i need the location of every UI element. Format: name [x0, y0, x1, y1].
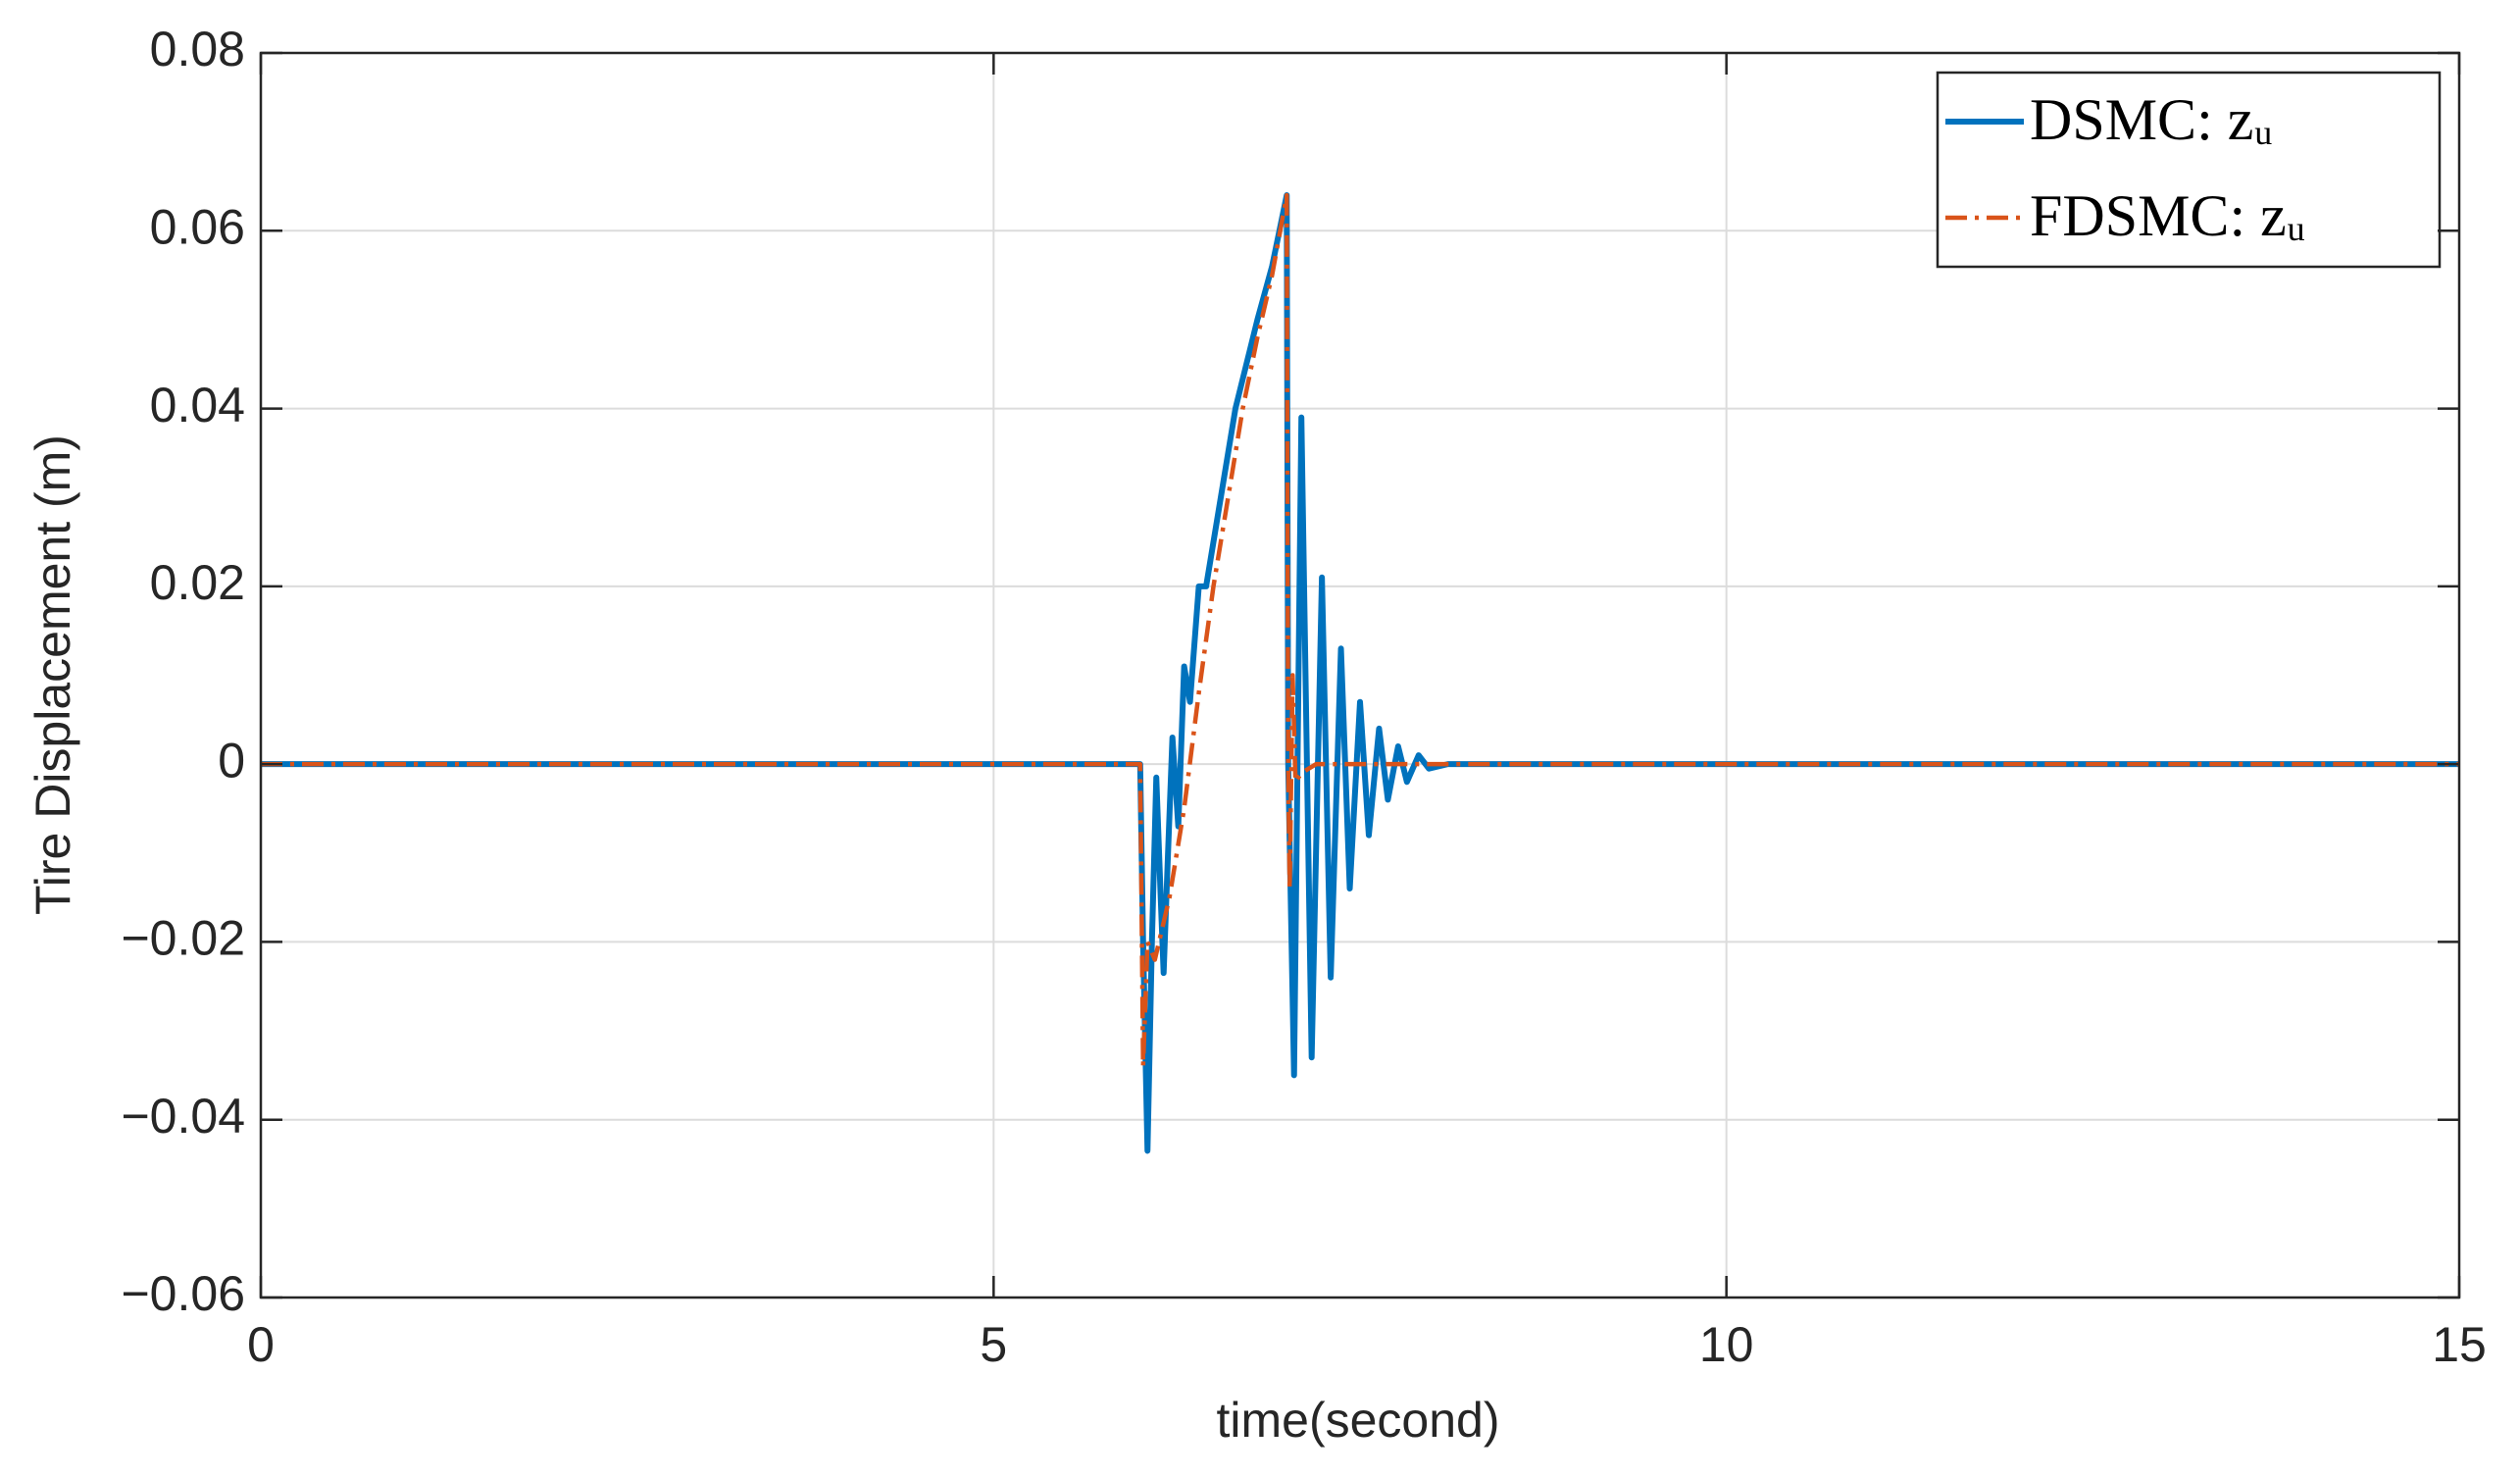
legend-label: DSMC: zᵤ	[2030, 87, 2273, 152]
y-tick-label: 0	[218, 733, 245, 788]
legend-box	[1936, 71, 2442, 269]
x-axis-label: time(second)	[1217, 1393, 1500, 1448]
y-tick-label: 0.02	[150, 555, 245, 610]
y-tick-label: 0.08	[150, 22, 245, 76]
x-tick-label: 5	[980, 1317, 1007, 1372]
y-tick-label: −0.04	[121, 1089, 245, 1144]
x-tick-label: 15	[2432, 1317, 2487, 1372]
legend-label: FDSMC: zᵤ	[2030, 183, 2305, 248]
y-tick-label: −0.02	[121, 911, 245, 966]
y-tick-label: 0.04	[150, 378, 245, 433]
y-tick-label: 0.06	[150, 199, 245, 254]
x-tick-label: 10	[1699, 1317, 1754, 1372]
axes-frame	[259, 51, 2461, 1299]
series-line	[261, 192, 2459, 1069]
lines-layer	[261, 192, 2459, 1154]
x-tick-label: 0	[247, 1317, 275, 1372]
y-axis-label: Tire Displacement (m)	[25, 434, 80, 915]
y-tick-label: −0.06	[121, 1266, 245, 1321]
legend: DSMC: zᵤ FDSMC: zᵤ	[1936, 71, 2442, 269]
